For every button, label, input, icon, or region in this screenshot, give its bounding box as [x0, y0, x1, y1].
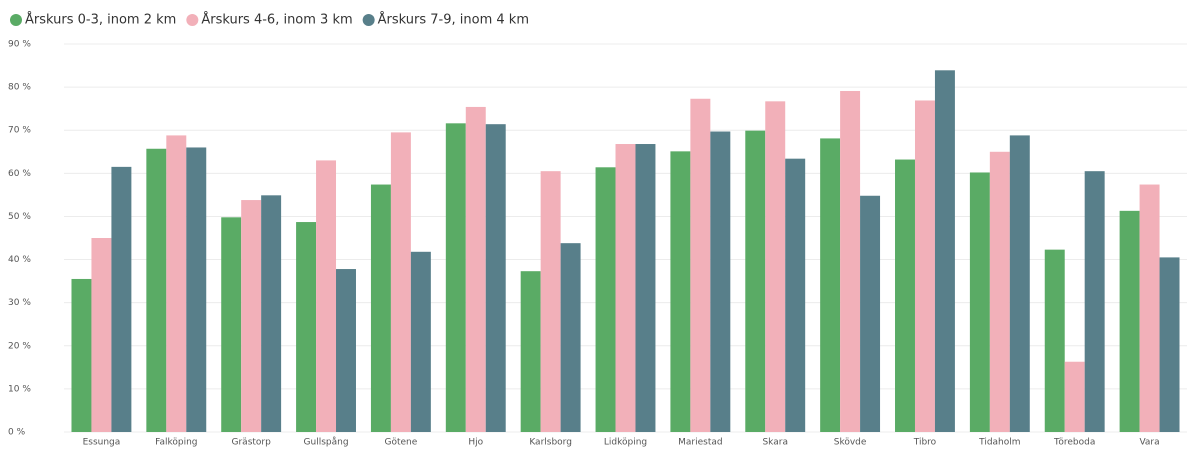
y-tick-label: 80 %	[8, 83, 31, 93]
bar	[370, 184, 391, 432]
bar	[296, 222, 317, 432]
bar	[1119, 210, 1140, 432]
x-tick-label: Töreboda	[1053, 438, 1095, 448]
bar	[635, 144, 656, 433]
bar	[465, 106, 486, 432]
y-tick-label: 70 %	[8, 126, 31, 136]
x-tick-label: Götene	[385, 438, 418, 448]
bar	[1159, 257, 1180, 432]
bar	[820, 138, 841, 432]
bar	[91, 238, 112, 432]
bar	[840, 90, 861, 432]
x-tick-label: Falköping	[155, 438, 197, 448]
legend-label: Årskurs 7-9, inom 4 km	[378, 12, 529, 28]
bar	[520, 271, 541, 432]
y-tick-label: 40 %	[8, 255, 31, 265]
x-tick-label: Skövde	[834, 438, 867, 448]
bar	[485, 124, 506, 432]
bar	[785, 158, 806, 433]
bar	[540, 171, 561, 432]
bar	[221, 217, 242, 432]
bar	[316, 160, 337, 432]
y-tick-label: 0 %	[8, 428, 26, 438]
legend-marker	[186, 14, 199, 26]
bar	[989, 151, 1010, 432]
y-tick-label: 30 %	[8, 298, 31, 308]
bar	[1009, 135, 1030, 432]
bar	[745, 130, 766, 433]
bar	[560, 243, 581, 432]
y-tick-label: 20 %	[8, 341, 31, 351]
bar	[1064, 361, 1085, 432]
x-tick-label: Skara	[762, 438, 788, 448]
bar	[690, 98, 711, 433]
bar	[146, 148, 167, 432]
bar	[336, 269, 356, 432]
x-tick-label: Vara	[1139, 438, 1159, 448]
bar	[111, 166, 132, 432]
bar	[166, 135, 187, 432]
x-tick-label: Tidaholm	[978, 438, 1020, 448]
bar	[615, 144, 636, 433]
y-tick-label: 10 %	[8, 384, 31, 394]
bar	[670, 151, 691, 432]
bar	[595, 167, 616, 432]
x-tick-label: Mariestad	[678, 438, 722, 448]
x-tick-label: Karlsborg	[529, 438, 572, 448]
x-tick-label: Grästorp	[232, 438, 272, 448]
bar	[390, 132, 411, 432]
bar	[410, 251, 431, 432]
x-tick-label: Lidköping	[604, 438, 647, 448]
x-tick-label: Tibro	[913, 438, 937, 448]
y-tick-label: 50 %	[8, 212, 31, 222]
bar	[186, 147, 207, 432]
bar	[895, 159, 915, 432]
legend-marker	[362, 14, 375, 26]
bar	[71, 278, 92, 432]
bar	[765, 101, 786, 433]
bar	[241, 200, 262, 432]
bar	[860, 195, 881, 432]
legend-label: Årskurs 0-3, inom 2 km	[25, 12, 176, 28]
x-tick-label: Hjo	[468, 438, 483, 448]
bar	[1084, 171, 1105, 432]
legend-marker	[10, 14, 22, 26]
legend-label: Årskurs 4-6, inom 3 km	[201, 12, 352, 28]
y-tick-label: 90 %	[8, 40, 31, 50]
bar	[261, 195, 282, 432]
bar	[1044, 249, 1065, 432]
bar	[710, 131, 731, 432]
x-tick-label: Gullspång	[304, 437, 349, 448]
bar	[969, 172, 990, 432]
bar	[445, 123, 466, 432]
y-tick-label: 60 %	[8, 169, 31, 179]
bar	[934, 70, 955, 432]
bar	[914, 100, 935, 432]
bar	[1139, 184, 1160, 432]
x-tick-label: Essunga	[83, 438, 121, 448]
